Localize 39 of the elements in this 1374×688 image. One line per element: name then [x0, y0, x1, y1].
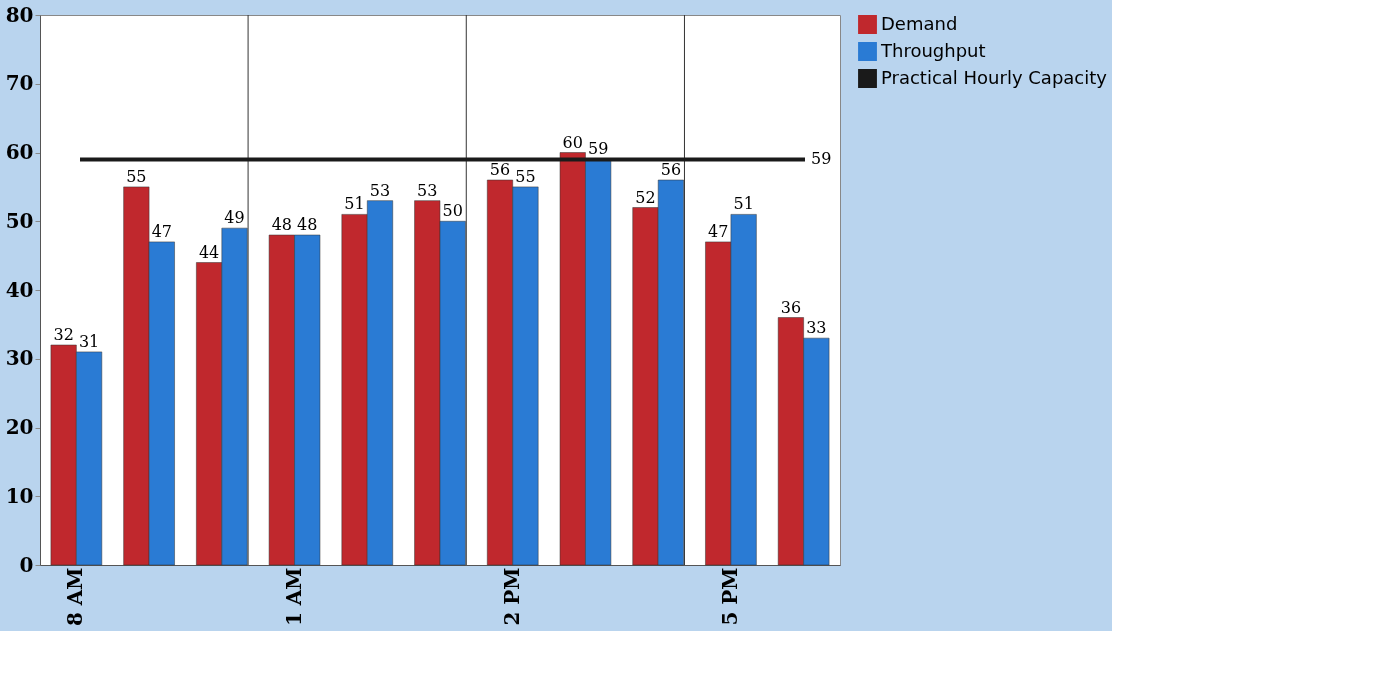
data-label: 55: [126, 166, 147, 186]
y-tick-label: 60: [5, 140, 34, 164]
data-label: 36: [780, 297, 802, 317]
y-tick-label: 70: [5, 71, 34, 96]
data-label: 44: [198, 242, 220, 262]
data-label: 53: [417, 180, 438, 200]
data-label: 31: [78, 331, 100, 351]
data-label: 53: [369, 180, 391, 200]
x-tick-label: 5 PM: [717, 567, 742, 626]
y-tick-label: 50: [5, 208, 34, 233]
data-label: 59: [588, 139, 609, 159]
data-label: 51: [344, 194, 365, 214]
annotation: 59: [811, 149, 832, 169]
legend-label: Practical Hourly Capacity: [881, 66, 1108, 88]
data-label: 51: [733, 194, 754, 214]
y-tick-label: 40: [5, 277, 34, 302]
data-label: 47: [151, 221, 172, 241]
x-tick-label: 8 AM: [63, 567, 88, 627]
x-tick-label: 1 AM: [281, 567, 306, 627]
legend-label: Demand: [881, 12, 958, 34]
y-tick-label: 80: [5, 2, 34, 27]
data-label: 56: [660, 160, 682, 179]
y-tick-label: 0: [19, 552, 34, 577]
y-tick-label: 20: [5, 415, 34, 439]
data-label: 56: [489, 160, 511, 179]
data-label: 48: [271, 215, 292, 234]
x-tick-label: 2 PM: [499, 567, 524, 626]
data-label: 55: [515, 166, 536, 186]
y-tick-label: 10: [5, 483, 34, 508]
data-label: 32: [53, 325, 74, 344]
data-label: 49: [224, 208, 245, 228]
data-label: 33: [806, 318, 827, 338]
data-label: 60: [562, 132, 583, 152]
data-label: 47: [708, 221, 729, 241]
data-label: 52: [635, 187, 656, 207]
legend-label: Throughput: [880, 39, 986, 61]
data-label: 48: [297, 215, 318, 234]
data-label: 50: [442, 201, 463, 221]
y-tick-label: 30: [5, 346, 34, 371]
